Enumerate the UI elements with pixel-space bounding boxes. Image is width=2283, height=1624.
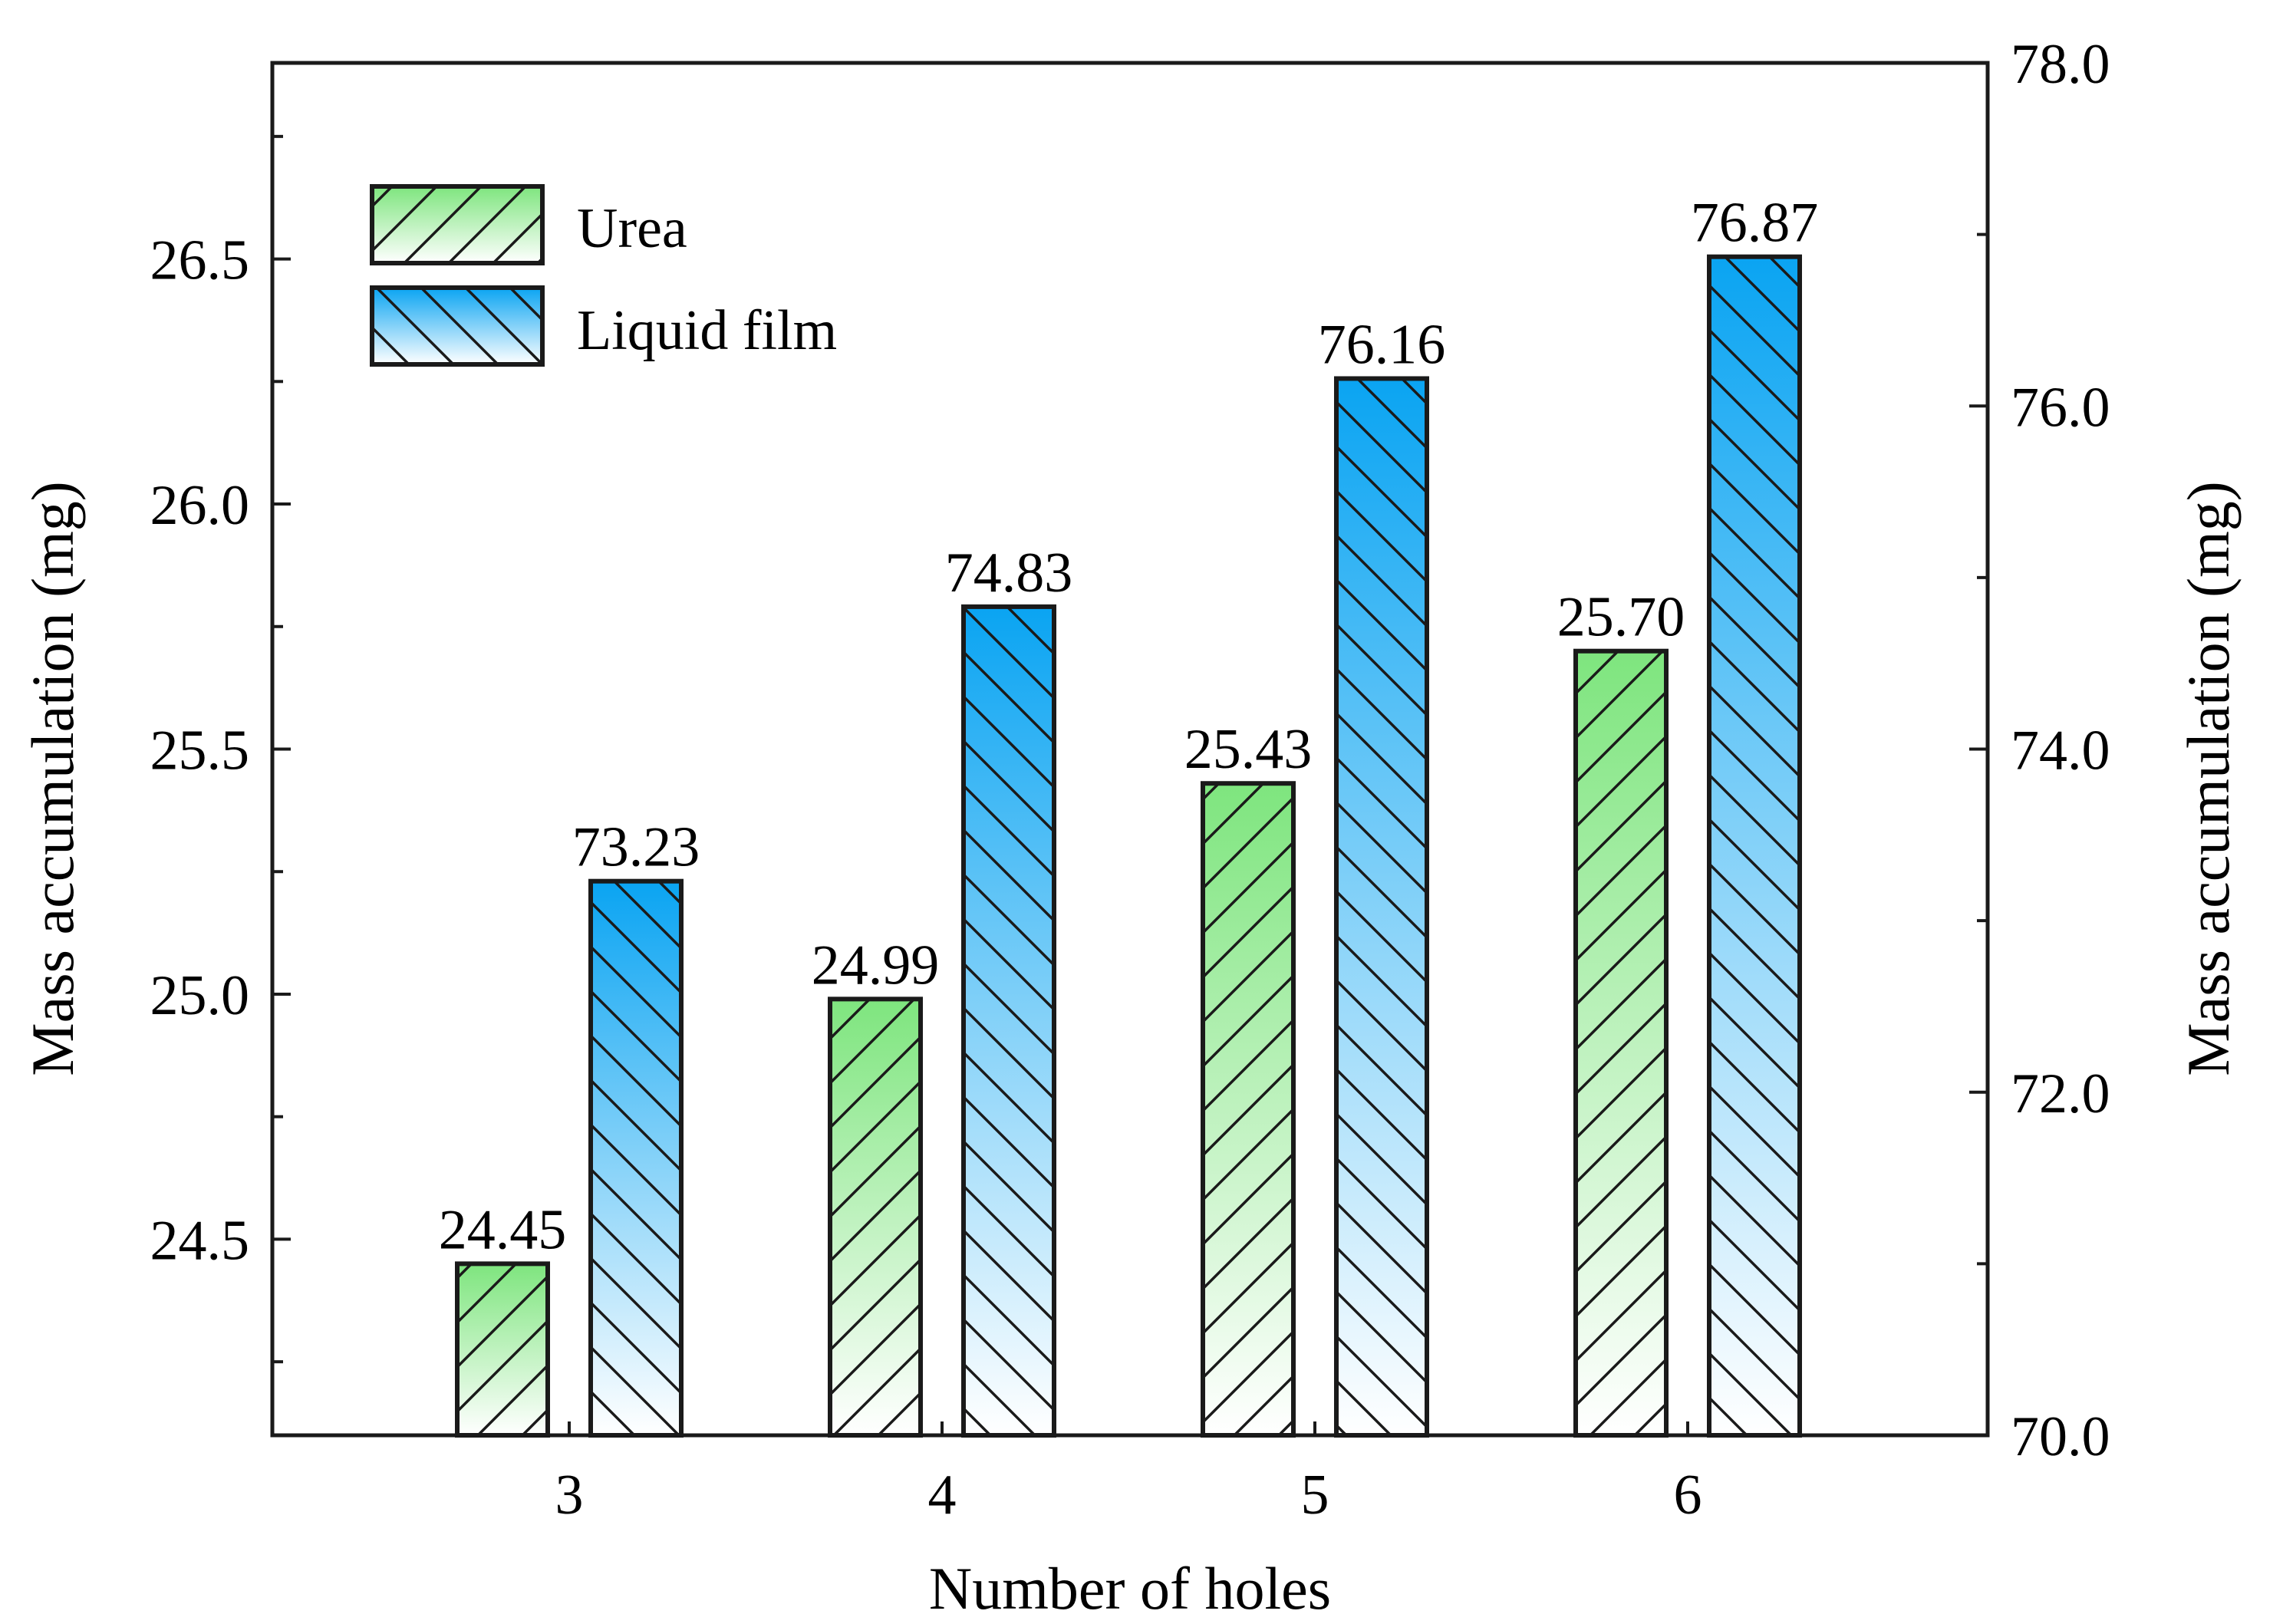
data-label-liquid-film-5: 76.16 — [1318, 313, 1446, 376]
bar-urea-3 — [455, 1261, 550, 1438]
bar-liquid-film-5 — [1334, 376, 1429, 1438]
bar-hatch-liquid-film-3 — [588, 878, 684, 1438]
bar-hatch-liquid-film-6 — [1707, 254, 1802, 1438]
data-label-liquid-film-4: 74.83 — [945, 542, 1073, 604]
data-label-liquid-film-6: 76.87 — [1691, 192, 1819, 255]
ticks-layer: 3 4 5 6 24.5 25.0 25.5 26.0 26.5 70.0 72.0 74.0 76.0… — [150, 33, 2110, 1527]
right-y-tick-label-70.0: 70.0 — [2011, 1405, 2110, 1468]
x-axis-title: Number of holes — [929, 1555, 1331, 1622]
data-label-liquid-film-3: 73.23 — [572, 816, 700, 879]
legend-hatch-liquid-film — [372, 288, 542, 364]
data-label-urea-6: 25.70 — [1557, 586, 1685, 649]
legend-hatch-urea — [372, 186, 542, 263]
bar-urea-6 — [1573, 648, 1669, 1438]
bar-hatch-urea-6 — [1573, 648, 1669, 1438]
legend-item-liquid-film: Liquid film — [370, 285, 837, 367]
bar-urea-4 — [828, 996, 923, 1438]
right-y-tick-label-76.0: 76.0 — [2011, 376, 2110, 439]
right-y-axis-title: Mass accumulation (mg) — [2175, 481, 2242, 1076]
bar-liquid-film-6 — [1707, 254, 1802, 1438]
x-tick-label-4: 4 — [928, 1464, 957, 1527]
left-y-tick-label-25.5: 25.5 — [150, 720, 250, 782]
bar-liquid-film-4 — [961, 604, 1056, 1438]
bar-hatch-liquid-film-5 — [1334, 376, 1429, 1438]
x-tick-label-3: 3 — [555, 1464, 584, 1527]
legend-item-urea: Urea — [370, 184, 687, 265]
bars-layer — [455, 254, 1802, 1438]
data-label-urea-3: 24.45 — [439, 1198, 567, 1261]
bar-hatch-urea-5 — [1201, 781, 1296, 1438]
left-y-axis-title: Mass accumulation (mg) — [19, 481, 86, 1076]
left-y-tick-label-24.5: 24.5 — [150, 1209, 250, 1272]
bar-urea-5 — [1201, 781, 1296, 1438]
bar-hatch-urea-3 — [455, 1261, 550, 1438]
left-y-tick-label-25.0: 25.0 — [150, 964, 250, 1027]
data-labels-layer: 24.45 73.23 24.99 74.83 25.43 76.16 25.70 76.87 — [439, 192, 1819, 1262]
legend: Urea Liquid film — [370, 184, 837, 367]
right-y-tick-label-78.0: 78.0 — [2011, 33, 2110, 96]
bar-hatch-urea-4 — [828, 996, 923, 1438]
x-tick-label-6: 6 — [1674, 1464, 1702, 1527]
bar-hatch-liquid-film-4 — [961, 604, 1056, 1438]
x-tick-label-5: 5 — [1301, 1464, 1329, 1527]
left-y-tick-label-26.5: 26.5 — [150, 229, 250, 292]
data-label-urea-5: 25.43 — [1184, 718, 1313, 781]
right-y-tick-label-74.0: 74.0 — [2011, 720, 2110, 782]
legend-label-liquid-film: Liquid film — [577, 299, 837, 362]
bar-liquid-film-3 — [588, 878, 684, 1438]
legend-label-urea: Urea — [577, 197, 687, 260]
right-y-tick-label-72.0: 72.0 — [2011, 1062, 2110, 1125]
data-label-urea-4: 24.99 — [812, 934, 940, 996]
left-y-tick-label-26.0: 26.0 — [150, 474, 250, 537]
